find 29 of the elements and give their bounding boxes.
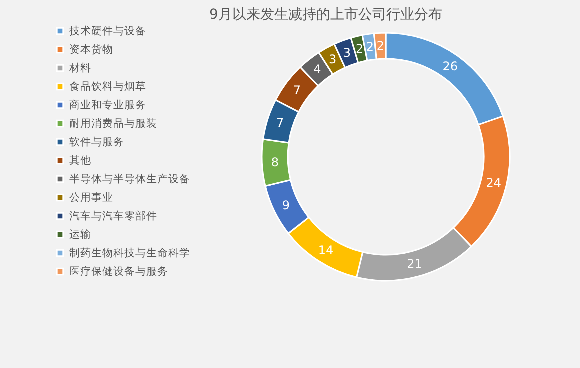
data-label: 7 (276, 116, 284, 130)
legend-label: 汽车与汽车零部件 (70, 209, 158, 222)
legend-label: 半导体与半导体生产设备 (70, 172, 190, 186)
data-label: 2 (366, 40, 374, 54)
data-label: 3 (328, 52, 337, 67)
legend-label: 资本货物 (70, 42, 114, 56)
data-label: 7 (293, 83, 301, 98)
data-label: 24 (486, 176, 502, 190)
data-label: 2 (376, 39, 385, 54)
data-label: 3 (343, 46, 352, 60)
legend-label: 运输 (70, 228, 92, 241)
legend-label: 商业和专业服务 (70, 98, 146, 112)
data-label: 4 (314, 62, 322, 77)
data-label: 2 (356, 42, 364, 56)
data-label: 8 (271, 155, 279, 170)
legend-label: 医疗保健设备与服务 (70, 264, 168, 278)
data-label: 26 (442, 60, 458, 74)
legend-label: 其他 (70, 154, 92, 167)
legend-label: 材料 (68, 61, 92, 74)
legend-label: 食品饮料与烟草 (70, 80, 146, 93)
data-label: 21 (407, 257, 422, 272)
legend-label: 软件与服务 (70, 135, 124, 148)
chart-title: 9月以来发生减持的上市公司行业分布 (210, 7, 442, 23)
data-label: 14 (318, 243, 334, 258)
legend-label: 公用事业 (70, 190, 114, 204)
legend-label: 制药生物科技与生命科学 (70, 246, 190, 260)
data-label: 9 (282, 198, 290, 212)
legend-label: 耐用消费品与服装 (70, 116, 158, 130)
legend-label: 技术硬件与设备 (68, 24, 146, 38)
